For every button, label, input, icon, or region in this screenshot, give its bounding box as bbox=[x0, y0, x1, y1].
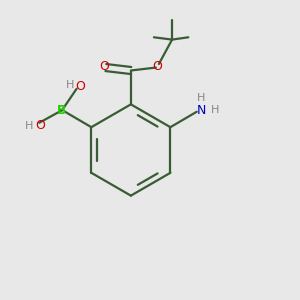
Text: H: H bbox=[66, 80, 74, 90]
Text: O: O bbox=[99, 60, 109, 73]
Text: N: N bbox=[196, 104, 206, 117]
Text: B: B bbox=[57, 104, 67, 117]
Text: H: H bbox=[26, 121, 34, 131]
Text: O: O bbox=[76, 80, 85, 93]
Text: H: H bbox=[197, 93, 206, 103]
Text: O: O bbox=[152, 60, 162, 73]
Text: O: O bbox=[35, 118, 45, 132]
Text: H: H bbox=[211, 105, 219, 115]
